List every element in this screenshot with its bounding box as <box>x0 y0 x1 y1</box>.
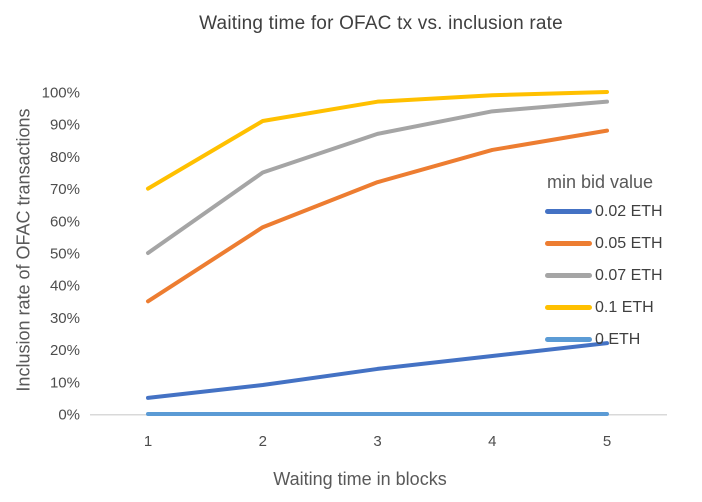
y-tick-label: 70% <box>50 181 80 198</box>
legend-item: 0.02 ETH <box>545 202 695 221</box>
y-tick-label: 0% <box>58 407 80 424</box>
legend-item: 0 ETH <box>545 330 695 349</box>
legend-label: 0.07 ETH <box>595 266 663 284</box>
legend-item: 0.05 ETH <box>545 234 695 253</box>
legend-swatch-line <box>545 241 592 246</box>
legend-label: 0.05 ETH <box>595 234 663 252</box>
legend-label: 0.02 ETH <box>595 202 663 220</box>
legend-title: min bid value <box>547 172 654 192</box>
legend-label: 0.1 ETH <box>595 298 654 316</box>
legend-swatch-line <box>545 209 592 214</box>
x-tick-label: 1 <box>144 433 152 450</box>
y-tick-label: 10% <box>50 374 80 391</box>
legend-swatch-line <box>545 337 592 342</box>
x-axis-title: Waiting time in blocks <box>273 469 447 489</box>
y-tick-label: 50% <box>50 246 80 263</box>
legend: min bid value 0.02 ETH 0.05 ETH 0.07 ETH 0.… <box>545 172 695 362</box>
series-line-0.1-eth <box>146 90 609 191</box>
legend-item: 0.07 ETH <box>545 266 695 285</box>
series-line-0.02-eth <box>146 341 609 400</box>
legend-swatch-line <box>545 305 592 310</box>
y-tick-label: 30% <box>50 310 80 327</box>
x-tick-label: 5 <box>603 433 611 450</box>
legend-swatch-line <box>545 273 592 278</box>
y-tick-label: 40% <box>50 278 80 295</box>
y-tick-label: 60% <box>50 213 80 230</box>
x-tick-label: 2 <box>259 433 267 450</box>
y-tick-label: 100% <box>42 85 80 102</box>
x-tick-label: 3 <box>373 433 381 450</box>
y-tick-label: 80% <box>50 149 80 166</box>
x-tick-label: 4 <box>488 433 496 450</box>
legend-label: 0 ETH <box>595 330 641 348</box>
y-tick-label: 20% <box>50 342 80 359</box>
y-tick-label: 90% <box>50 117 80 134</box>
chart-title: Waiting time for OFAC tx vs. inclusion r… <box>199 13 563 34</box>
series-line-0.07-eth <box>146 99 609 255</box>
series-line-0.05-eth <box>146 128 609 304</box>
legend-item: 0.1 ETH <box>545 298 695 317</box>
